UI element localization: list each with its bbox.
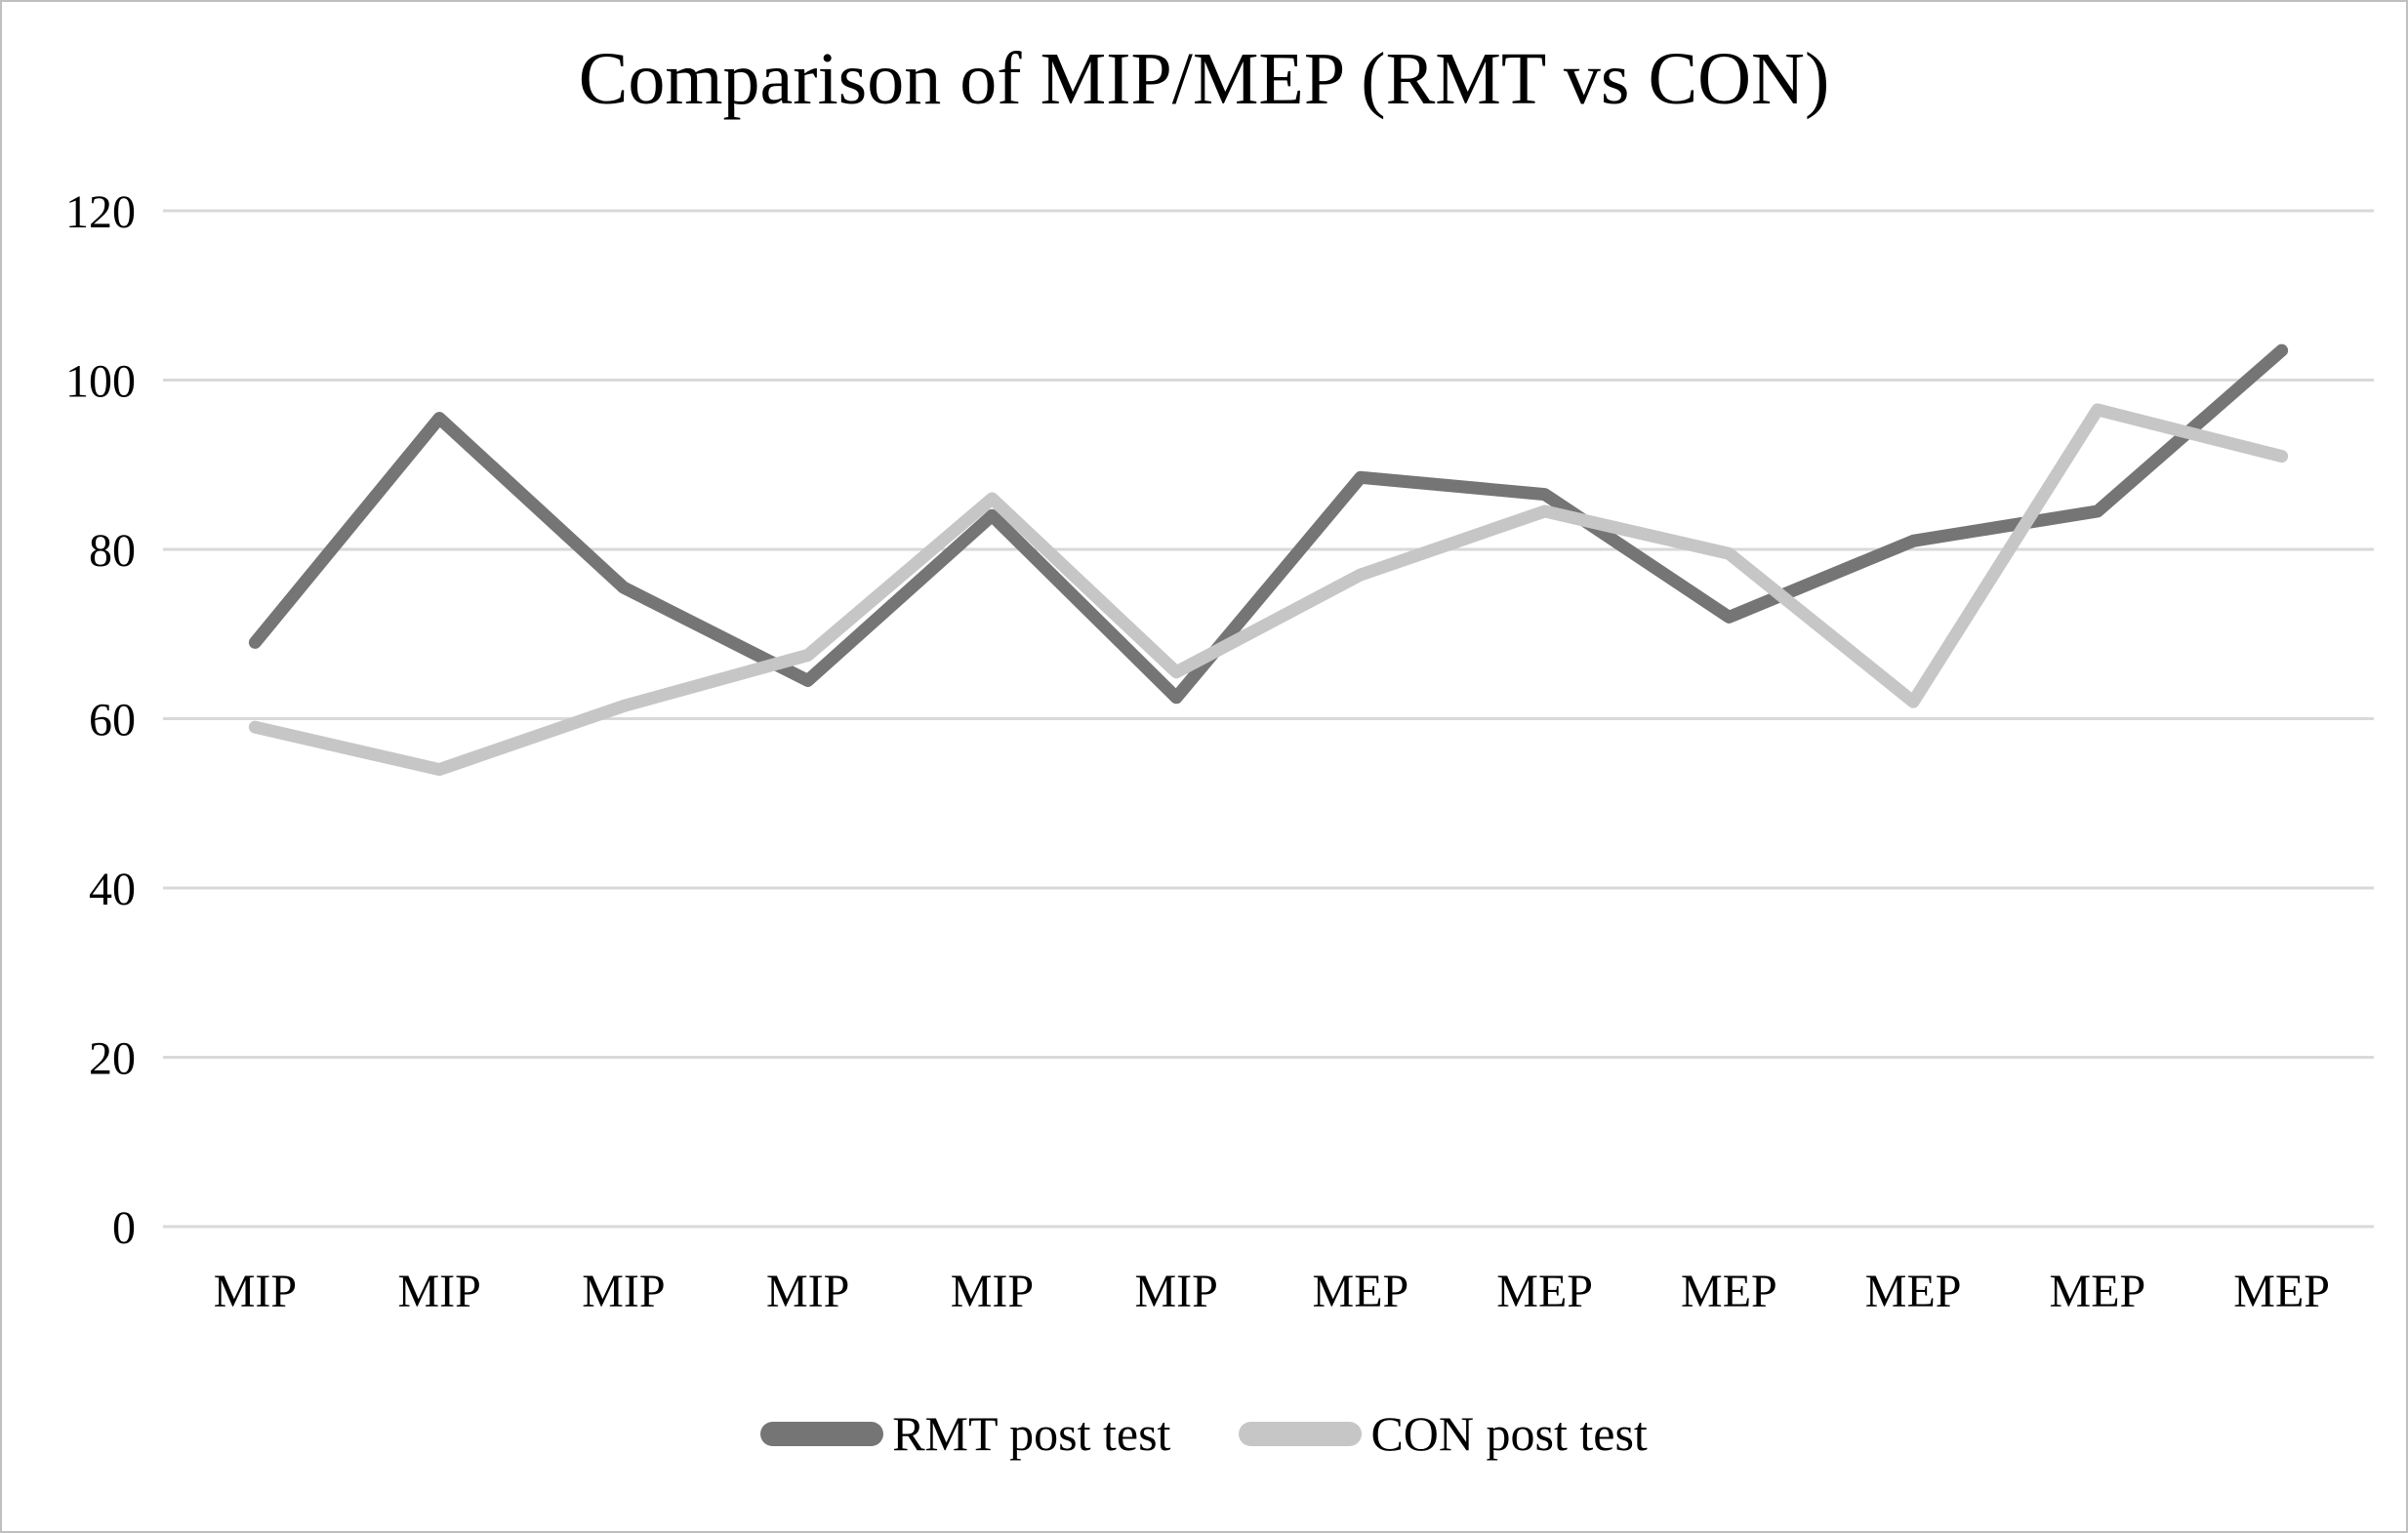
legend-label-con: CON post test <box>1370 1406 1648 1461</box>
chart-legend: RMT post test CON post test <box>2 1405 2406 1462</box>
x-category-label-8: MEP <box>1496 1266 1593 1317</box>
x-category-label-9: MEP <box>1681 1266 1777 1317</box>
y-tick-label-20: 20 <box>89 1033 136 1085</box>
series-line-con-post-test <box>248 403 2289 777</box>
y-tick-label-60: 60 <box>89 695 136 746</box>
legend-item-rmt: RMT post test <box>760 1405 1170 1462</box>
y-tick-label-80: 80 <box>89 525 136 577</box>
x-category-label-10: MEP <box>1865 1266 1962 1317</box>
x-category-label-12: MEP <box>2233 1266 2330 1317</box>
legend-label-rmt: RMT post test <box>892 1406 1171 1461</box>
y-tick-label-0: 0 <box>112 1202 136 1254</box>
x-category-label-6: MIP <box>1134 1266 1217 1317</box>
x-category-label-2: MIP <box>397 1266 480 1317</box>
x-category-label-1: MIP <box>214 1266 297 1317</box>
legend-swatch-con-icon <box>1239 1421 1363 1446</box>
x-category-label-3: MIP <box>582 1266 665 1317</box>
series-line-rmt-post-test <box>248 343 2289 705</box>
y-tick-label-100: 100 <box>65 356 136 408</box>
x-category-label-4: MIP <box>766 1266 849 1317</box>
legend-swatch-rmt-icon <box>760 1421 884 1446</box>
y-tick-label-120: 120 <box>65 186 136 238</box>
legend-item-con: CON post test <box>1239 1405 1648 1462</box>
x-category-label-11: MEP <box>2050 1266 2146 1317</box>
y-tick-label-40: 40 <box>89 864 136 915</box>
chart-title: Comparison of MIP/MEP (RMT vs CON) <box>578 38 1830 120</box>
x-category-label-5: MIP <box>951 1266 1034 1317</box>
x-category-label-7: MEP <box>1313 1266 1409 1317</box>
